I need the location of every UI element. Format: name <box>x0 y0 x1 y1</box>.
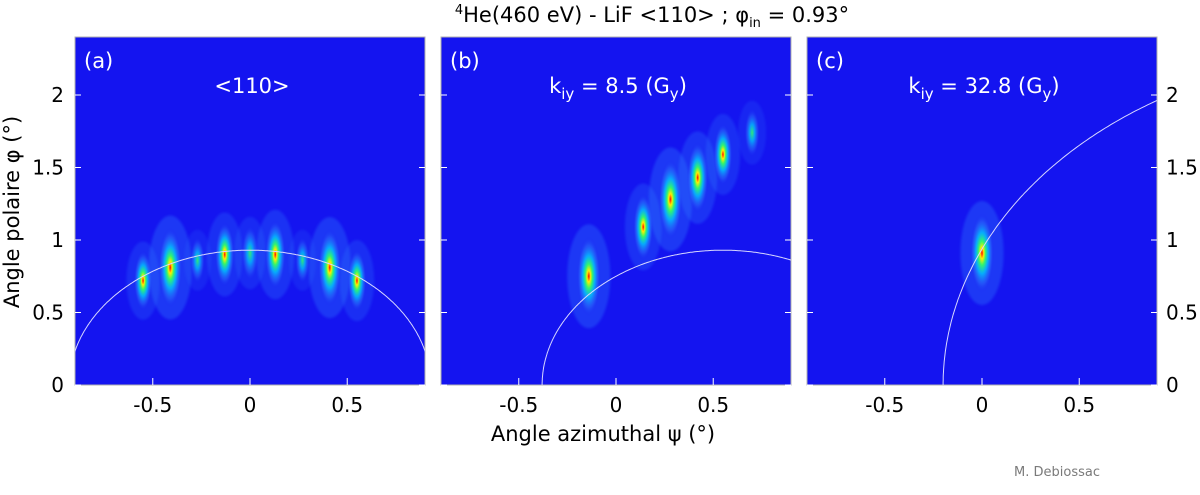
diffraction-spot <box>713 123 733 186</box>
x-tick-label: 0 <box>610 393 623 417</box>
diffraction-spot <box>576 236 601 317</box>
diffraction-spot <box>190 236 205 284</box>
panel-background <box>74 36 426 386</box>
x-tick-label: 0.5 <box>1063 393 1095 417</box>
diffraction-spot <box>347 249 367 312</box>
y-tick-label-right: 1 <box>1166 228 1179 252</box>
panel-background <box>440 36 792 386</box>
panel-b: (b) kiy = 8.5 (Gy) -0.5 0 0.5 <box>440 36 792 417</box>
y-axis-right: 0 0.5 1 1.5 2 <box>1166 83 1198 397</box>
x-tick-label: 0.5 <box>331 393 363 417</box>
diffraction-spot <box>318 228 342 307</box>
diffraction-spot <box>295 236 310 284</box>
y-tick-label-right: 0.5 <box>1166 301 1198 325</box>
y-axis-left: 0 0.5 1 1.5 2 <box>32 83 64 397</box>
y-tick-label-left: 0.5 <box>32 301 64 325</box>
diffraction-spot <box>133 250 153 311</box>
x-tick-label: -0.5 <box>865 393 904 417</box>
panel-label: (c) <box>816 49 844 73</box>
panel-annotation: kiy = 8.5 (Gy) <box>549 74 687 103</box>
x-tick-label: 0.5 <box>697 393 729 417</box>
x-tick-label: 0 <box>244 393 257 417</box>
x-tick-label: -0.5 <box>133 393 172 417</box>
y-tick-label-right: 2 <box>1166 83 1179 107</box>
title-subscript: in <box>749 16 761 31</box>
y-tick-label-right: 1.5 <box>1166 156 1198 180</box>
laue-circle-arc <box>541 249 791 385</box>
diffraction-spot <box>970 213 994 294</box>
title-main: He(460 eV) - LiF <110> ; φ <box>463 3 749 27</box>
x-tick-label: -0.5 <box>499 393 538 417</box>
y-tick-label-left: 1.5 <box>32 156 64 180</box>
panels: (a) <110> -0.5 0 0.5 (b) kiy = 8.5 (Gy) -0.5 0 0.… <box>74 36 1158 417</box>
y-tick-label-left: 0 <box>51 373 64 397</box>
diffraction-spot <box>241 225 259 281</box>
panel-annotation: <110> <box>214 74 289 98</box>
title-tail: = 0.93° <box>761 3 849 27</box>
panel-label: (a) <box>84 49 113 73</box>
x-tick-label: 0 <box>976 393 989 417</box>
panel-plot-area <box>942 99 1157 385</box>
diffraction-spot <box>744 108 760 158</box>
y-axis-label: Angle polaire φ (°) <box>0 116 24 308</box>
x-axis-label: Angle azimuthal ψ (°) <box>491 422 715 446</box>
panel-c: (c) kiy = 32.8 (Gy) -0.5 0 0.5 <box>806 36 1158 417</box>
title-superscript: 4 <box>455 3 463 18</box>
credit-text: M. Debiossac <box>1014 465 1100 480</box>
diffraction-spot <box>214 222 235 287</box>
y-tick-label-left: 2 <box>51 83 64 107</box>
figure-title: 4He(460 eV) - LiF <110> ; φin = 0.93° <box>455 3 849 31</box>
diffraction-spot <box>264 220 286 289</box>
panel-plot-area <box>541 100 791 385</box>
y-tick-label-left: 1 <box>51 228 64 252</box>
diffraction-spot <box>158 227 183 308</box>
y-tick-label-right: 0 <box>1166 373 1179 397</box>
laue-circle-arc <box>75 249 425 353</box>
laue-circle-arc <box>942 99 1157 385</box>
panel-annotation: kiy = 32.8 (Gy) <box>908 74 1059 103</box>
panel-label: (b) <box>450 49 480 73</box>
diffraction-spot <box>686 142 709 214</box>
diffraction-spot <box>658 159 683 240</box>
panel-plot-area <box>75 209 425 353</box>
panel-a: (a) <110> -0.5 0 0.5 <box>74 36 426 417</box>
diffraction-spot <box>633 193 654 261</box>
